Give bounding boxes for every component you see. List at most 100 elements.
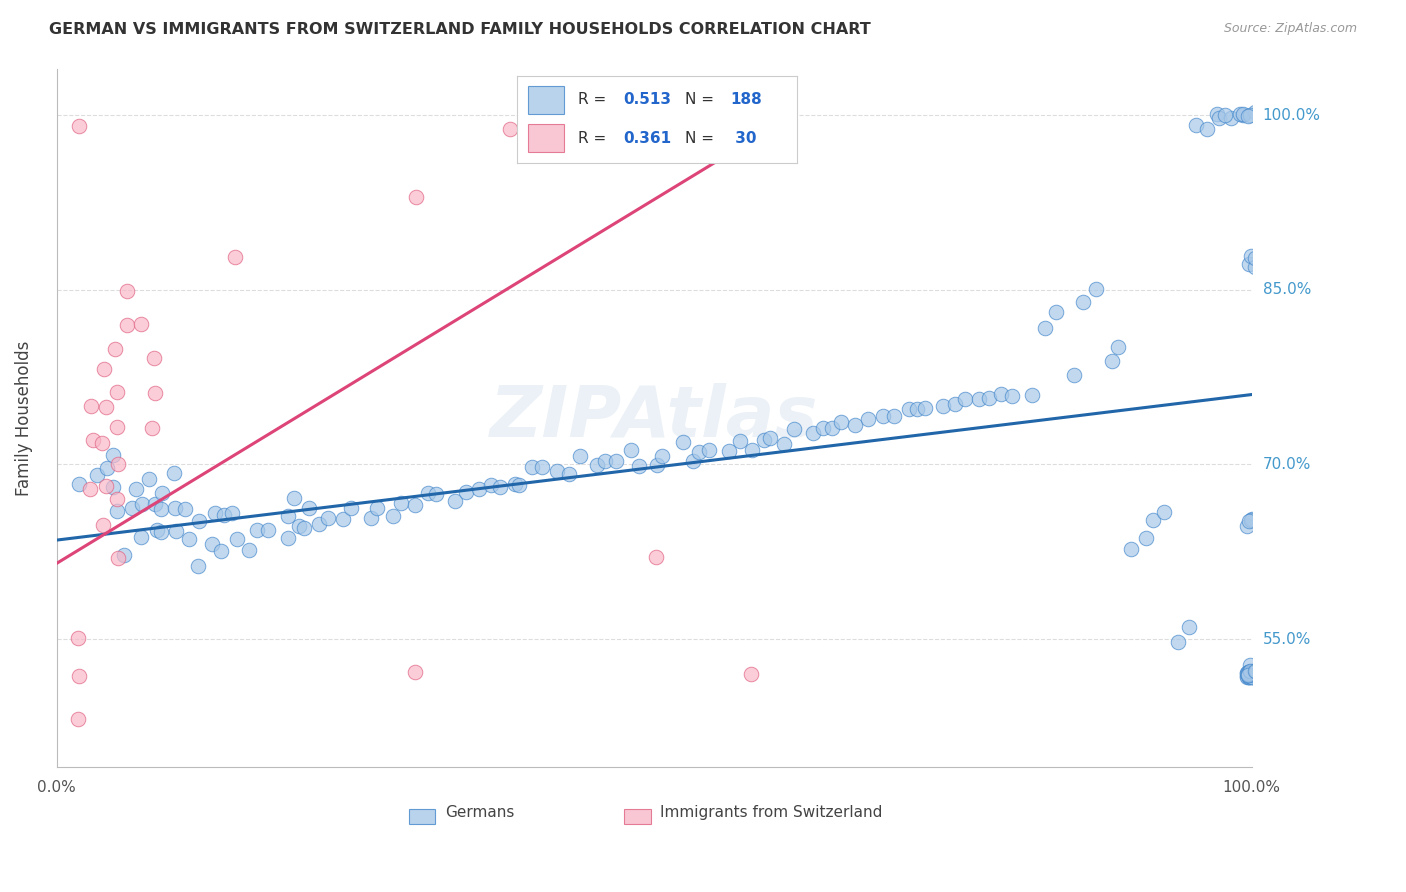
Point: [773, 436, 796, 450]
Point: [1195, 121, 1218, 136]
Point: [93, 362, 115, 376]
Point: [1237, 514, 1260, 528]
Point: [1244, 670, 1267, 684]
Point: [620, 443, 643, 458]
Point: [79, 482, 101, 496]
Point: [115, 318, 138, 333]
Point: [1237, 257, 1260, 271]
Point: [277, 508, 299, 523]
Text: Source: ZipAtlas.com: Source: ZipAtlas.com: [1223, 22, 1357, 36]
Point: [1239, 657, 1261, 672]
Point: [856, 412, 879, 426]
Point: [1240, 512, 1263, 526]
Point: [1241, 666, 1264, 681]
Point: [425, 486, 447, 500]
Point: [1244, 251, 1267, 265]
Point: [404, 498, 426, 512]
Point: [1001, 389, 1024, 403]
Y-axis label: Family Households: Family Households: [15, 340, 32, 496]
Point: [1185, 118, 1208, 132]
Point: [1142, 513, 1164, 527]
Point: [366, 501, 388, 516]
Point: [1243, 667, 1265, 681]
Point: [117, 284, 139, 298]
Point: [150, 502, 173, 516]
Point: [224, 250, 246, 264]
Point: [107, 491, 129, 506]
Point: [1240, 666, 1263, 681]
Point: [165, 524, 187, 539]
Point: [444, 494, 467, 508]
Point: [209, 544, 232, 558]
Point: [1232, 108, 1254, 122]
Point: [1213, 108, 1236, 122]
Point: [830, 415, 852, 429]
Point: [1236, 670, 1258, 684]
Point: [163, 467, 186, 481]
Point: [1167, 634, 1189, 648]
Point: [1236, 665, 1258, 680]
Point: [1237, 666, 1260, 681]
Point: [651, 449, 673, 463]
Point: [499, 121, 522, 136]
Point: [1240, 665, 1263, 680]
Point: [1239, 108, 1261, 122]
Point: [138, 472, 160, 486]
Point: [454, 485, 477, 500]
Point: [969, 392, 991, 406]
Point: [740, 667, 762, 681]
Point: [672, 435, 695, 450]
Point: [1236, 665, 1258, 680]
Point: [754, 434, 776, 448]
Point: [121, 501, 143, 516]
Point: [468, 482, 491, 496]
Point: [82, 433, 104, 447]
Point: [1237, 665, 1260, 679]
Point: [872, 409, 894, 423]
Point: [1101, 354, 1123, 368]
Point: [990, 387, 1012, 401]
Point: [1240, 666, 1263, 681]
Point: [165, 500, 187, 515]
Point: [1229, 107, 1251, 121]
Point: [783, 422, 806, 436]
Point: [758, 431, 780, 445]
Text: 100.0%: 100.0%: [1263, 108, 1320, 122]
Text: 70.0%: 70.0%: [1263, 457, 1310, 472]
Point: [1239, 665, 1261, 680]
Point: [124, 482, 146, 496]
Point: [1244, 669, 1267, 683]
Point: [225, 532, 247, 546]
Point: [593, 454, 616, 468]
Point: [1206, 107, 1229, 121]
Point: [1241, 669, 1264, 683]
Point: [67, 119, 90, 133]
Point: [811, 421, 834, 435]
Point: [101, 448, 124, 462]
Point: [883, 409, 905, 423]
Point: [645, 550, 668, 565]
Point: [67, 631, 90, 645]
Point: [1063, 368, 1085, 382]
Point: [1239, 664, 1261, 678]
Point: [332, 511, 354, 525]
Point: [503, 477, 526, 491]
Point: [277, 532, 299, 546]
Text: ZIPAtlas: ZIPAtlas: [489, 384, 818, 452]
Point: [741, 442, 763, 457]
Point: [1237, 670, 1260, 684]
Text: 55.0%: 55.0%: [1263, 632, 1310, 647]
Point: [1219, 112, 1241, 126]
Point: [67, 476, 90, 491]
Point: [546, 464, 568, 478]
Point: [308, 516, 330, 531]
Point: [93, 517, 115, 532]
Point: [943, 397, 966, 411]
Point: [1239, 670, 1261, 684]
Point: [697, 442, 720, 457]
Point: [103, 342, 125, 356]
Point: [1244, 664, 1267, 678]
Point: [1240, 513, 1263, 527]
Point: [1243, 665, 1265, 680]
Point: [1239, 665, 1261, 680]
